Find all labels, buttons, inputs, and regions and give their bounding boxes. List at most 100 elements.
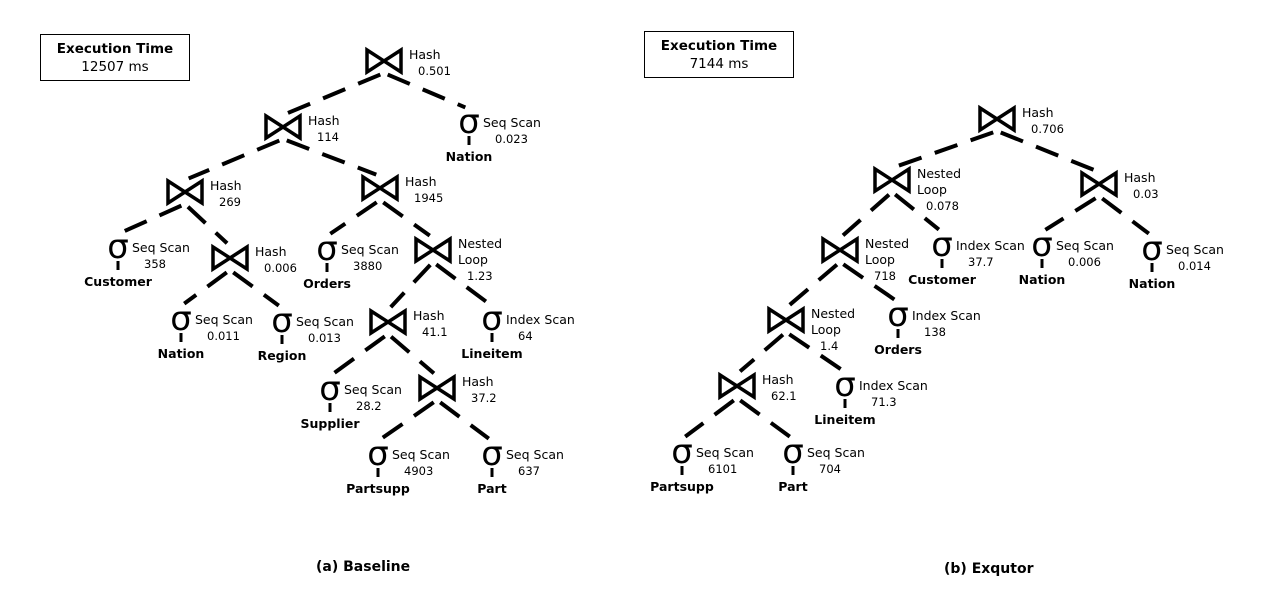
bowtie-join-icon [767,305,805,335]
table-name-label: Supplier [300,416,360,431]
sigma-scan-icon: σ [1141,229,1163,269]
scan-operator-label: Seq Scan [132,240,190,255]
scan-node-e13: σ Seq Scan 704 Part [778,432,865,494]
scan-operator-label: Seq Scan [696,445,754,460]
join-node-b2: Hash 114 [264,112,340,144]
plan-edge [187,138,281,181]
scan-operator-label: Seq Scan [807,445,865,460]
table-name-label: Region [258,348,307,363]
scan-cost-label: 637 [518,464,540,478]
table-name-label: Nation [1019,272,1066,287]
join-operator-label: Loop [811,322,841,337]
sigma-scan-icon: σ [458,102,480,142]
table-name-label: Partsupp [346,481,410,496]
scan-node-b14: σ Seq Scan 28.2 Supplier [300,369,401,431]
join-operator-label: Hash [762,372,794,387]
join-cost-label: 0.03 [1133,187,1159,201]
bowtie-join-icon [365,46,403,76]
plan-edge [286,138,377,177]
join-operator-label: Loop [865,252,895,267]
plan-edge [435,262,490,306]
bowtie-join-icon [873,165,911,195]
sigma-scan-icon: σ [887,295,909,335]
table-name-label: Partsupp [650,479,714,494]
sigma-scan-icon: σ [481,299,503,339]
sigma-scan-icon: σ [367,434,389,474]
join-operator-label: Hash [409,47,441,62]
scan-node-e5: σ Index Scan 37.7 Customer [908,225,1025,287]
scan-operator-label: Seq Scan [344,382,402,397]
join-operator-label: Nested [917,166,961,181]
table-name-label: Customer [84,274,153,289]
exqutor-exec-time-value: 7144 ms [689,56,749,72]
scan-cost-label: 64 [518,329,533,343]
baseline-exec-time-value: 12507 ms [81,59,149,75]
table-name-label: Nation [446,149,493,164]
sigma-scan-icon: σ [107,227,129,267]
plan-edge [380,400,435,441]
plan-edge [232,270,280,308]
table-name-label: Part [477,481,506,496]
join-cost-label: 37.2 [471,391,497,405]
plan-edge [329,200,378,236]
join-cost-label: 1.23 [467,269,493,283]
join-operator-label: Nested [865,236,909,251]
bowtie-join-icon [166,177,204,207]
plan-edge [842,262,896,302]
join-operator-label: Loop [917,182,947,197]
scan-cost-label: 0.011 [207,329,240,343]
join-cost-label: 0.078 [926,199,959,213]
scan-cost-label: 37.7 [968,255,994,269]
scan-operator-label: Seq Scan [296,314,354,329]
join-cost-label: 41.1 [422,325,448,339]
scan-cost-label: 358 [144,257,166,271]
join-cost-label: 0.006 [264,261,297,275]
plan-edge [738,333,785,373]
plan-edge [1044,196,1097,232]
plan-edge [999,130,1097,173]
join-operator-label: Hash [210,178,242,193]
join-operator-label: Hash [462,374,494,389]
bowtie-join-icon [1080,169,1118,199]
plan-edge [787,263,839,307]
plan-edge [439,400,490,441]
plan-edge [120,203,183,235]
plan-edge [841,193,891,237]
sigma-scan-icon: σ [481,434,503,474]
sigma-scan-icon: σ [170,299,192,339]
exqutor-exec-time-title: Execution Time [660,38,778,54]
table-name-label: Orders [303,276,351,291]
join-operator-label: Loop [458,252,488,267]
scan-cost-label: 6101 [708,462,737,476]
scan-node-b13: σ Index Scan 64 Lineitem [461,299,574,361]
sigma-scan-icon: σ [316,229,338,269]
scan-operator-label: Seq Scan [341,242,399,257]
bowtie-join-icon [978,104,1016,134]
join-node-e10: Hash 62.1 [718,371,797,403]
plan-edge [186,205,229,245]
bowtie-join-icon [418,373,456,403]
baseline-edges [120,72,490,441]
scan-cost-label: 0.014 [1178,259,1211,273]
join-operator-label: Hash [1022,105,1054,120]
scan-operator-label: Seq Scan [1166,242,1224,257]
plan-edge [332,334,386,376]
bowtie-join-icon [369,307,407,337]
join-cost-label: 62.1 [771,389,797,403]
sigma-scan-icon: σ [319,369,341,409]
scan-node-b16: σ Seq Scan 4903 Partsupp [346,434,450,496]
join-operator-label: Hash [413,308,445,323]
plan-edge [1100,196,1151,236]
scan-operator-label: Seq Scan [1056,238,1114,253]
table-name-label: Nation [158,346,205,361]
